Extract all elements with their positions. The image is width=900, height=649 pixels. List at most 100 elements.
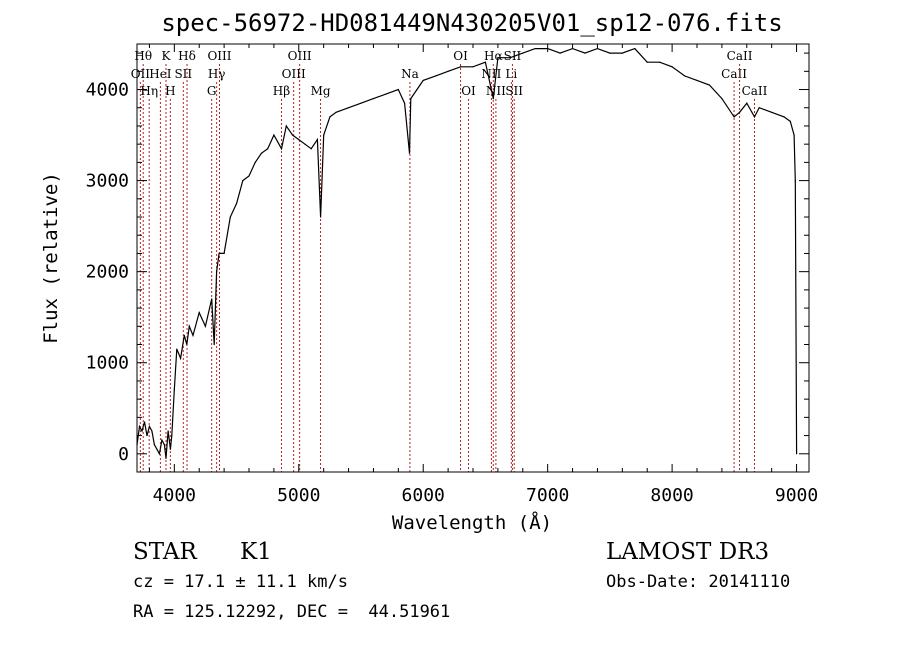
line-marker-label: SII xyxy=(504,49,522,63)
line-marker-label: Mg xyxy=(311,84,331,98)
spectrum-point xyxy=(335,111,337,113)
x-tick-label: 4000 xyxy=(153,485,196,506)
spectrum-point xyxy=(192,334,194,337)
spectrum-point xyxy=(416,88,418,91)
spectrum-point xyxy=(584,52,586,54)
spectrum-line xyxy=(136,47,798,459)
spectrum-point xyxy=(285,125,287,127)
spectrum-point xyxy=(360,102,362,104)
y-tick-label: 1000 xyxy=(86,353,129,374)
series-layer xyxy=(136,47,798,459)
spectrum-point xyxy=(143,421,146,423)
line-marker-label: OIII xyxy=(282,67,306,81)
spectrum-point xyxy=(683,75,686,77)
obs-date: Obs-Date: 20141110 xyxy=(606,572,791,592)
spectrum-point xyxy=(146,434,148,437)
chart-title: spec-56972-HD081449N430205V01_sp12-076.f… xyxy=(161,9,782,37)
line-marker-label: G xyxy=(207,84,217,98)
line-marker-label: Hβ xyxy=(273,84,290,98)
spectrum-point xyxy=(248,175,250,177)
spectrum-point xyxy=(176,348,178,350)
line-marker-label: Na xyxy=(401,67,419,81)
y-tick-label: 2000 xyxy=(86,262,129,283)
spectrum-point xyxy=(267,148,269,150)
spectrum-point xyxy=(186,343,188,346)
spectrum-point xyxy=(216,271,218,273)
spectrum-point xyxy=(151,430,153,432)
y-tick-label: 0 xyxy=(118,444,129,465)
subclass: K1 xyxy=(240,539,272,565)
spectrum-point xyxy=(459,66,462,68)
spectrum-point xyxy=(204,325,207,327)
line-marker-label: HeI xyxy=(149,67,172,81)
line-marker-label: CaII xyxy=(721,67,747,81)
spectrum-point xyxy=(169,448,171,450)
spectrum-point xyxy=(497,57,499,59)
spectrum-point xyxy=(472,66,474,68)
spectrum-point xyxy=(171,434,173,437)
x-tick-label: 7000 xyxy=(526,485,569,506)
spectrum-point xyxy=(758,107,760,109)
y-tick-label: 3000 xyxy=(86,171,129,192)
object-type: STAR xyxy=(133,539,197,565)
spectrum-point xyxy=(188,325,190,327)
line-marker-label: OI xyxy=(461,84,476,98)
survey-label: LAMOST DR3 xyxy=(606,539,770,565)
coordinates: RA = 125.12292, DEC = 44.51961 xyxy=(133,602,451,622)
spectrum-point xyxy=(156,448,158,450)
spectrum-point xyxy=(385,93,387,95)
spectrum-point xyxy=(198,312,200,314)
spectrum-point xyxy=(795,453,798,455)
line-marker-label: Li xyxy=(505,67,517,81)
spectrum-point xyxy=(161,439,163,441)
spectrum-point xyxy=(492,98,494,100)
line-marker-label: CaII xyxy=(742,84,768,98)
x-axis-label: Wavelength (Å) xyxy=(392,511,552,534)
spectrum-point xyxy=(410,98,412,100)
spectrum-point xyxy=(733,116,735,118)
spectrum-point xyxy=(242,179,244,182)
spectrum-point xyxy=(397,88,399,91)
spectrum-point xyxy=(211,298,213,300)
spectrum-point xyxy=(218,252,220,255)
spectrum-point xyxy=(435,75,437,77)
spectrum-point xyxy=(254,161,256,163)
spectrum-point xyxy=(671,66,673,68)
spectrum-point xyxy=(372,98,375,100)
spectrum-point xyxy=(753,116,756,118)
spectrum-point xyxy=(771,111,773,113)
spectrum-point xyxy=(179,357,182,359)
spectrum-point xyxy=(163,444,165,446)
spectrum-point xyxy=(634,47,636,50)
y-axis-label: Flux (relative) xyxy=(40,172,62,344)
spectrum-point xyxy=(173,389,175,391)
spectrum-point xyxy=(183,334,185,337)
spectrum-point xyxy=(138,425,141,428)
line-marker-label: OII xyxy=(131,67,151,81)
spectrum-point xyxy=(534,47,536,50)
spectrum-point xyxy=(310,148,312,150)
spectrum-point xyxy=(621,52,623,54)
spectrum-point xyxy=(213,343,215,346)
spectrum-point xyxy=(484,61,487,63)
line-marker-label: OI xyxy=(453,49,468,63)
spectrum-point xyxy=(659,61,661,63)
spectrum-point xyxy=(746,102,748,104)
spectrum-point xyxy=(235,202,238,204)
y-tick-label: 4000 xyxy=(86,80,129,101)
spectrum-point xyxy=(794,179,796,182)
spectrum-point xyxy=(347,107,350,109)
spectrum-point xyxy=(522,52,524,54)
spectrum-point xyxy=(148,425,151,428)
line-marker-label: Hη xyxy=(140,84,158,98)
line-marker-label: CaII xyxy=(727,49,753,63)
spectrum-point xyxy=(559,52,561,54)
spectrum-point xyxy=(260,152,263,154)
spectrum-point xyxy=(789,120,791,123)
line-marker-label: NII xyxy=(486,84,506,98)
spectrum-point xyxy=(793,134,795,136)
spectrum-point xyxy=(167,430,169,432)
spectrum-point xyxy=(165,457,167,459)
line-marker-label: H xyxy=(165,84,175,98)
spectrum-point xyxy=(738,111,741,113)
